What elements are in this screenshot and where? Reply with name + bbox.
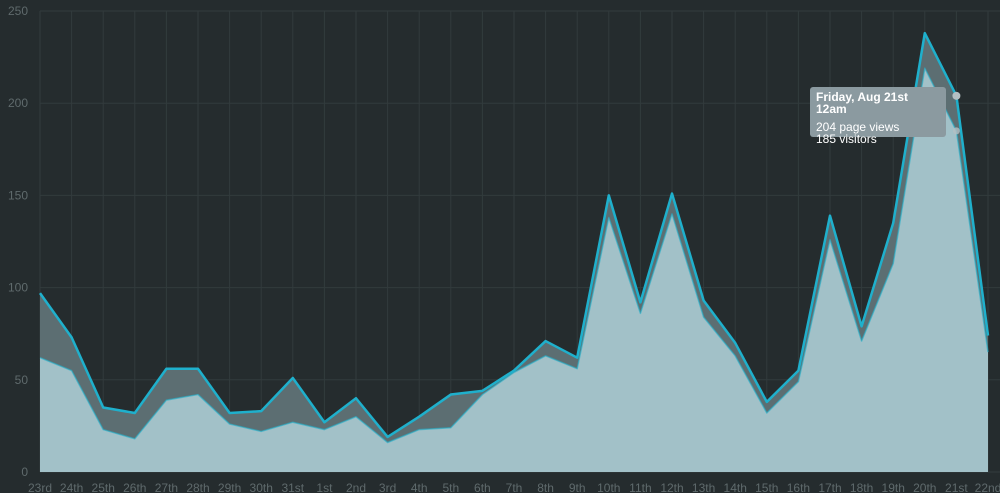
x-tick-label: 28th bbox=[186, 481, 209, 493]
x-tick-label: 18th bbox=[850, 481, 873, 493]
x-tick-label: 26th bbox=[123, 481, 146, 493]
hover-dot-visitors bbox=[952, 127, 960, 135]
x-tick-label: 23rd bbox=[28, 481, 52, 493]
x-tick-label: 5th bbox=[442, 481, 459, 493]
x-tick-label: 31st bbox=[281, 481, 304, 493]
tooltip-title: Friday, Aug 21st 12am bbox=[816, 90, 909, 116]
x-tick-label: 22nd bbox=[975, 481, 1000, 493]
x-tick-label: 21st bbox=[945, 481, 968, 493]
x-tick-label: 6th bbox=[474, 481, 491, 493]
x-tick-label: 14th bbox=[724, 481, 747, 493]
x-tick-label: 8th bbox=[537, 481, 554, 493]
x-tick-label: 13th bbox=[692, 481, 715, 493]
x-tick-label: 24th bbox=[60, 481, 83, 493]
x-tick-label: 9th bbox=[569, 481, 586, 493]
x-tick-label: 12th bbox=[660, 481, 683, 493]
x-tick-label: 3rd bbox=[379, 481, 396, 493]
x-tick-label: 20th bbox=[913, 481, 936, 493]
series-pageviews-line bbox=[38, 31, 990, 439]
tooltip-pageviews: 204 page views bbox=[816, 120, 900, 134]
x-tick-label: 11th bbox=[629, 481, 651, 493]
tooltip-visitors: 185 visitors bbox=[816, 132, 877, 146]
x-tick-label: 29th bbox=[218, 481, 241, 493]
series-visitors-line bbox=[39, 67, 989, 444]
x-tick-label: 19th bbox=[882, 481, 905, 493]
y-tick-label: 250 bbox=[8, 4, 28, 18]
y-tick-label: 100 bbox=[8, 281, 28, 295]
x-tick-label: 15th bbox=[755, 481, 778, 493]
x-tick-label: 16th bbox=[787, 481, 810, 493]
x-tick-label: 4th bbox=[411, 481, 428, 493]
x-tick-label: 2nd bbox=[346, 481, 366, 493]
chart-tooltip: Friday, Aug 21st 12am 204 page views 185… bbox=[810, 87, 946, 145]
y-tick-label: 150 bbox=[8, 188, 28, 202]
x-tick-label: 30th bbox=[250, 481, 273, 493]
x-tick-label: 17th bbox=[818, 481, 841, 493]
x-tick-label: 10th bbox=[597, 481, 620, 493]
series-visitors-area bbox=[40, 68, 988, 472]
y-tick-label: 0 bbox=[21, 465, 28, 479]
y-tick-label: 50 bbox=[15, 373, 29, 387]
x-tick-label: 25th bbox=[92, 481, 115, 493]
y-tick-label: 200 bbox=[8, 96, 28, 110]
hover-dot-pageviews bbox=[952, 91, 961, 100]
x-tick-label: 27th bbox=[155, 481, 178, 493]
x-tick-label: 1st bbox=[316, 481, 333, 493]
x-tick-label: 7th bbox=[506, 481, 523, 493]
